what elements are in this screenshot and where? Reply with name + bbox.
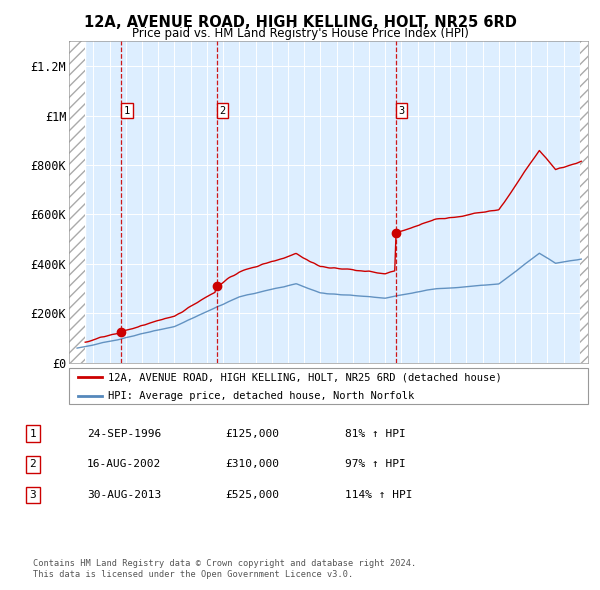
- Text: 16-AUG-2002: 16-AUG-2002: [87, 460, 161, 469]
- Text: £310,000: £310,000: [225, 460, 279, 469]
- Text: Contains HM Land Registry data © Crown copyright and database right 2024.: Contains HM Land Registry data © Crown c…: [33, 559, 416, 568]
- Text: 114% ↑ HPI: 114% ↑ HPI: [345, 490, 413, 500]
- Text: Price paid vs. HM Land Registry's House Price Index (HPI): Price paid vs. HM Land Registry's House …: [131, 27, 469, 40]
- Bar: [69, 41, 85, 363]
- Text: 12A, AVENUE ROAD, HIGH KELLING, HOLT, NR25 6RD: 12A, AVENUE ROAD, HIGH KELLING, HOLT, NR…: [83, 15, 517, 30]
- Text: 1: 1: [124, 106, 130, 116]
- Text: 97% ↑ HPI: 97% ↑ HPI: [345, 460, 406, 469]
- Text: 24-SEP-1996: 24-SEP-1996: [87, 429, 161, 438]
- Text: 12A, AVENUE ROAD, HIGH KELLING, HOLT, NR25 6RD (detached house): 12A, AVENUE ROAD, HIGH KELLING, HOLT, NR…: [108, 372, 502, 382]
- Text: £525,000: £525,000: [225, 490, 279, 500]
- Bar: [580, 41, 588, 363]
- Text: 3: 3: [29, 490, 37, 500]
- Text: £125,000: £125,000: [225, 429, 279, 438]
- Text: 1: 1: [29, 429, 37, 438]
- Bar: [69, 41, 85, 363]
- Bar: [580, 41, 588, 363]
- Text: 30-AUG-2013: 30-AUG-2013: [87, 490, 161, 500]
- Text: This data is licensed under the Open Government Licence v3.0.: This data is licensed under the Open Gov…: [33, 570, 353, 579]
- Text: 3: 3: [398, 106, 404, 116]
- Text: 81% ↑ HPI: 81% ↑ HPI: [345, 429, 406, 438]
- Text: 2: 2: [220, 106, 226, 116]
- Text: 2: 2: [29, 460, 37, 469]
- Text: HPI: Average price, detached house, North Norfolk: HPI: Average price, detached house, Nort…: [108, 391, 414, 401]
